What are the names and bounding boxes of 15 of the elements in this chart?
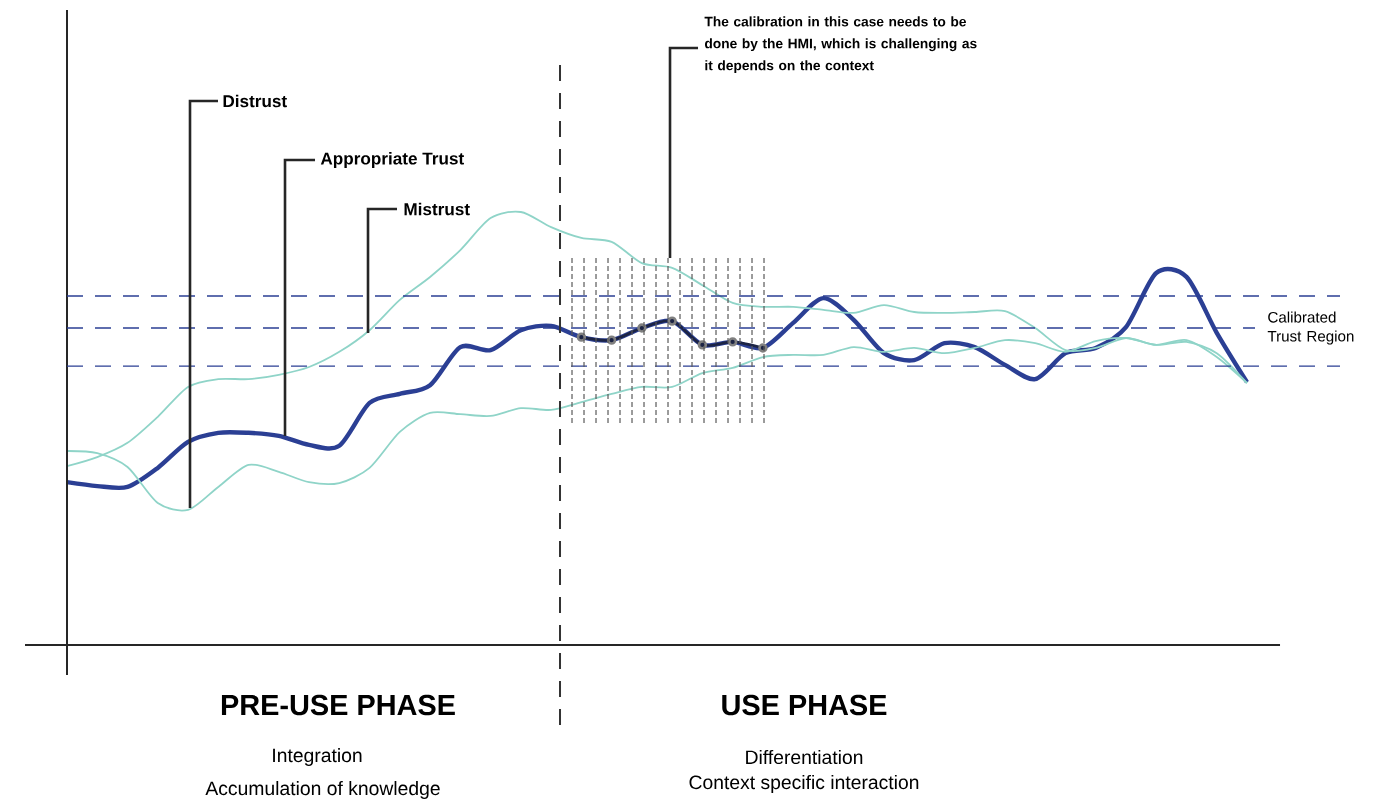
- text: PRE-USE PHASE: [221, 694, 455, 716]
- text: Differentiation: [746, 749, 863, 765]
- text: USE PHASE: [722, 694, 887, 716]
- text: Distrust: [223, 94, 287, 108]
- point: [637, 323, 647, 333]
- ref-line-label: Calibrated Trust Region: [1267, 311, 1354, 345]
- point: [667, 316, 677, 326]
- text: Context specific interaction: [689, 774, 919, 793]
- point: [606, 335, 617, 345]
- text: Integration: [273, 748, 362, 767]
- text: Appropriate Trust: [320, 152, 464, 168]
- text: The calibration in this case needs to be done by the HMI, which is challenging as it depends on the context: [704, 16, 977, 74]
- text: Accumulation of knowledge: [205, 781, 440, 799]
- annotation: Mistrust: [404, 202, 470, 216]
- point: [727, 337, 738, 347]
